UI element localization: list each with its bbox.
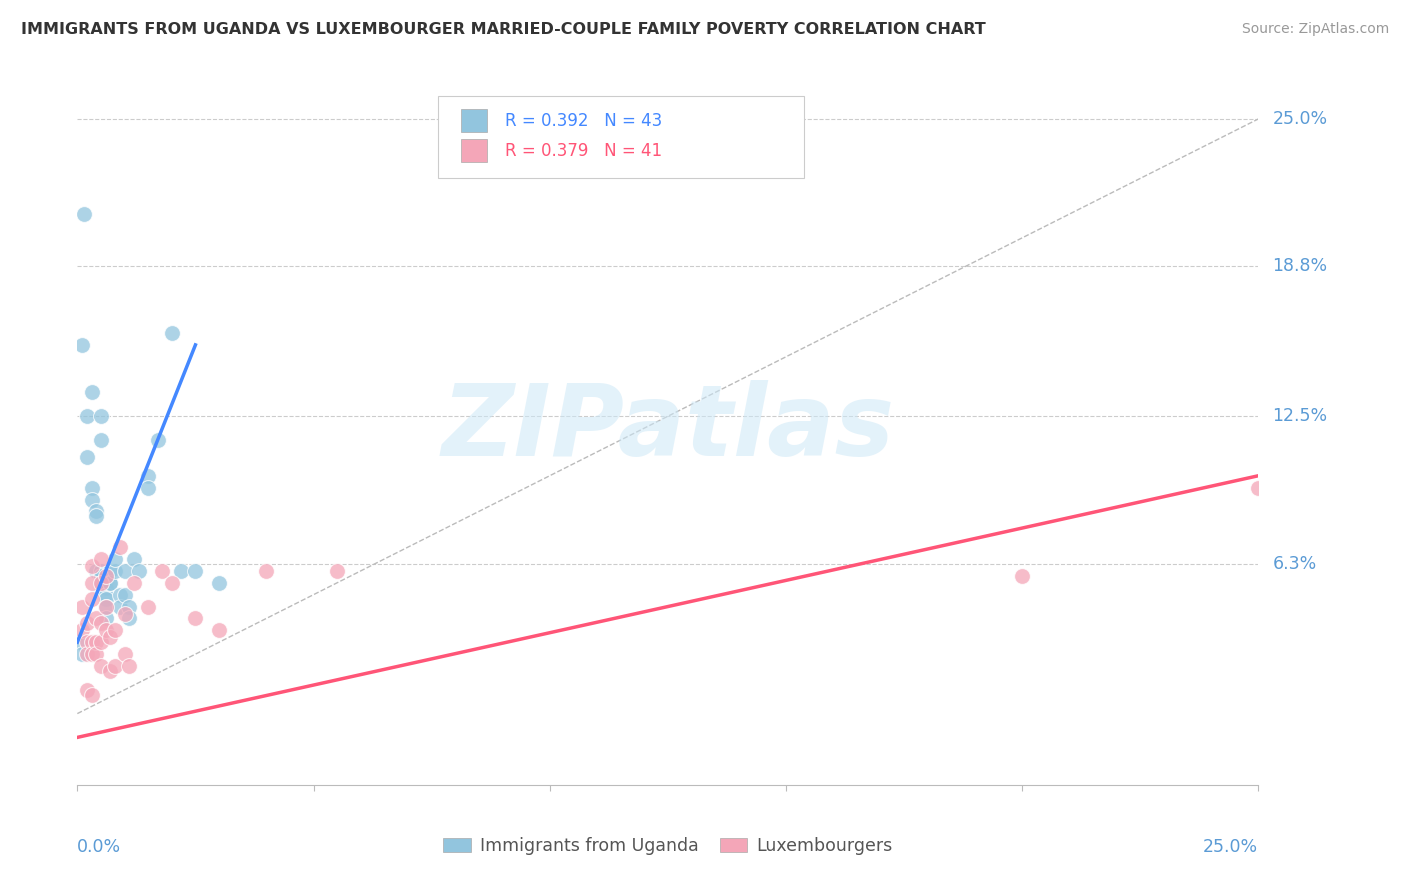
Point [90, 635, 112, 649]
Point [90, 564, 112, 578]
Point [94, 581, 117, 595]
Text: Source: ZipAtlas.com: Source: ZipAtlas.com [1241, 22, 1389, 37]
Point [84, 504, 107, 518]
Point [108, 588, 131, 602]
Point [84, 611, 107, 625]
Point [90, 616, 112, 631]
Point [104, 564, 127, 578]
Point [94, 599, 117, 614]
Point [150, 564, 173, 578]
Point [80, 635, 103, 649]
Point [118, 659, 141, 673]
Point [104, 552, 127, 566]
Point [128, 564, 150, 578]
Point [104, 624, 127, 638]
Point [184, 564, 207, 578]
Point [90, 409, 112, 424]
Point [326, 564, 349, 578]
Point [1247, 481, 1270, 495]
Point [114, 647, 136, 661]
Point [160, 326, 183, 340]
Point [80, 385, 103, 400]
Point [108, 599, 131, 614]
Point [90, 552, 112, 566]
Point [118, 599, 141, 614]
Point [90, 568, 112, 582]
Text: 18.8%: 18.8% [1272, 258, 1327, 276]
Point [160, 575, 183, 590]
Point [94, 624, 117, 638]
Point [94, 575, 117, 590]
Text: R = 0.392   N = 43: R = 0.392 N = 43 [505, 112, 662, 129]
Point [118, 611, 141, 625]
Point [80, 559, 103, 574]
Text: ZIPatlas: ZIPatlas [441, 380, 894, 476]
Point [114, 607, 136, 621]
FancyBboxPatch shape [437, 96, 804, 178]
Point [104, 659, 127, 673]
Point [208, 575, 231, 590]
Point [136, 599, 159, 614]
Point [76, 635, 98, 649]
Point [254, 564, 277, 578]
Bar [461, 109, 486, 132]
Legend: Immigrants from Uganda, Luxembourgers: Immigrants from Uganda, Luxembourgers [436, 830, 900, 862]
Point [100, 575, 122, 590]
Point [80, 688, 103, 702]
Text: 6.3%: 6.3% [1272, 555, 1316, 573]
Point [94, 588, 117, 602]
Point [70, 647, 93, 661]
Point [114, 588, 136, 602]
Point [90, 659, 112, 673]
Point [136, 481, 159, 495]
Point [94, 611, 117, 625]
Point [146, 433, 169, 447]
Point [84, 564, 107, 578]
Point [90, 433, 112, 447]
Point [80, 647, 103, 661]
Point [170, 564, 193, 578]
Point [114, 564, 136, 578]
Point [76, 682, 98, 697]
Point [100, 575, 122, 590]
Point [108, 540, 131, 554]
Point [84, 647, 107, 661]
Point [90, 575, 112, 590]
Text: 25.0%: 25.0% [1272, 110, 1327, 128]
Point [76, 647, 98, 661]
Point [100, 664, 122, 678]
Point [184, 611, 207, 625]
Point [94, 599, 117, 614]
Text: R = 0.379   N = 41: R = 0.379 N = 41 [505, 142, 662, 160]
Point [122, 552, 145, 566]
Point [76, 409, 98, 424]
Point [69, 635, 91, 649]
Point [94, 592, 117, 607]
Point [80, 492, 103, 507]
Point [76, 450, 98, 464]
Point [100, 631, 122, 645]
Text: 12.5%: 12.5% [1272, 408, 1327, 425]
Text: 25.0%: 25.0% [1204, 838, 1258, 856]
Point [73, 207, 96, 221]
Point [76, 616, 98, 631]
Point [84, 509, 107, 524]
Point [70, 599, 93, 614]
Point [94, 568, 117, 582]
Text: IMMIGRANTS FROM UGANDA VS LUXEMBOURGER MARRIED-COUPLE FAMILY POVERTY CORRELATION: IMMIGRANTS FROM UGANDA VS LUXEMBOURGER M… [21, 22, 986, 37]
Point [80, 592, 103, 607]
Bar [461, 139, 486, 162]
Point [122, 575, 145, 590]
Point [80, 575, 103, 590]
Point [70, 624, 93, 638]
Point [136, 468, 159, 483]
Point [100, 564, 122, 578]
Point [208, 624, 231, 638]
Point [1011, 568, 1033, 582]
Text: 0.0%: 0.0% [77, 838, 121, 856]
Point [84, 635, 107, 649]
Point [70, 338, 93, 352]
Point [80, 481, 103, 495]
Point [90, 575, 112, 590]
